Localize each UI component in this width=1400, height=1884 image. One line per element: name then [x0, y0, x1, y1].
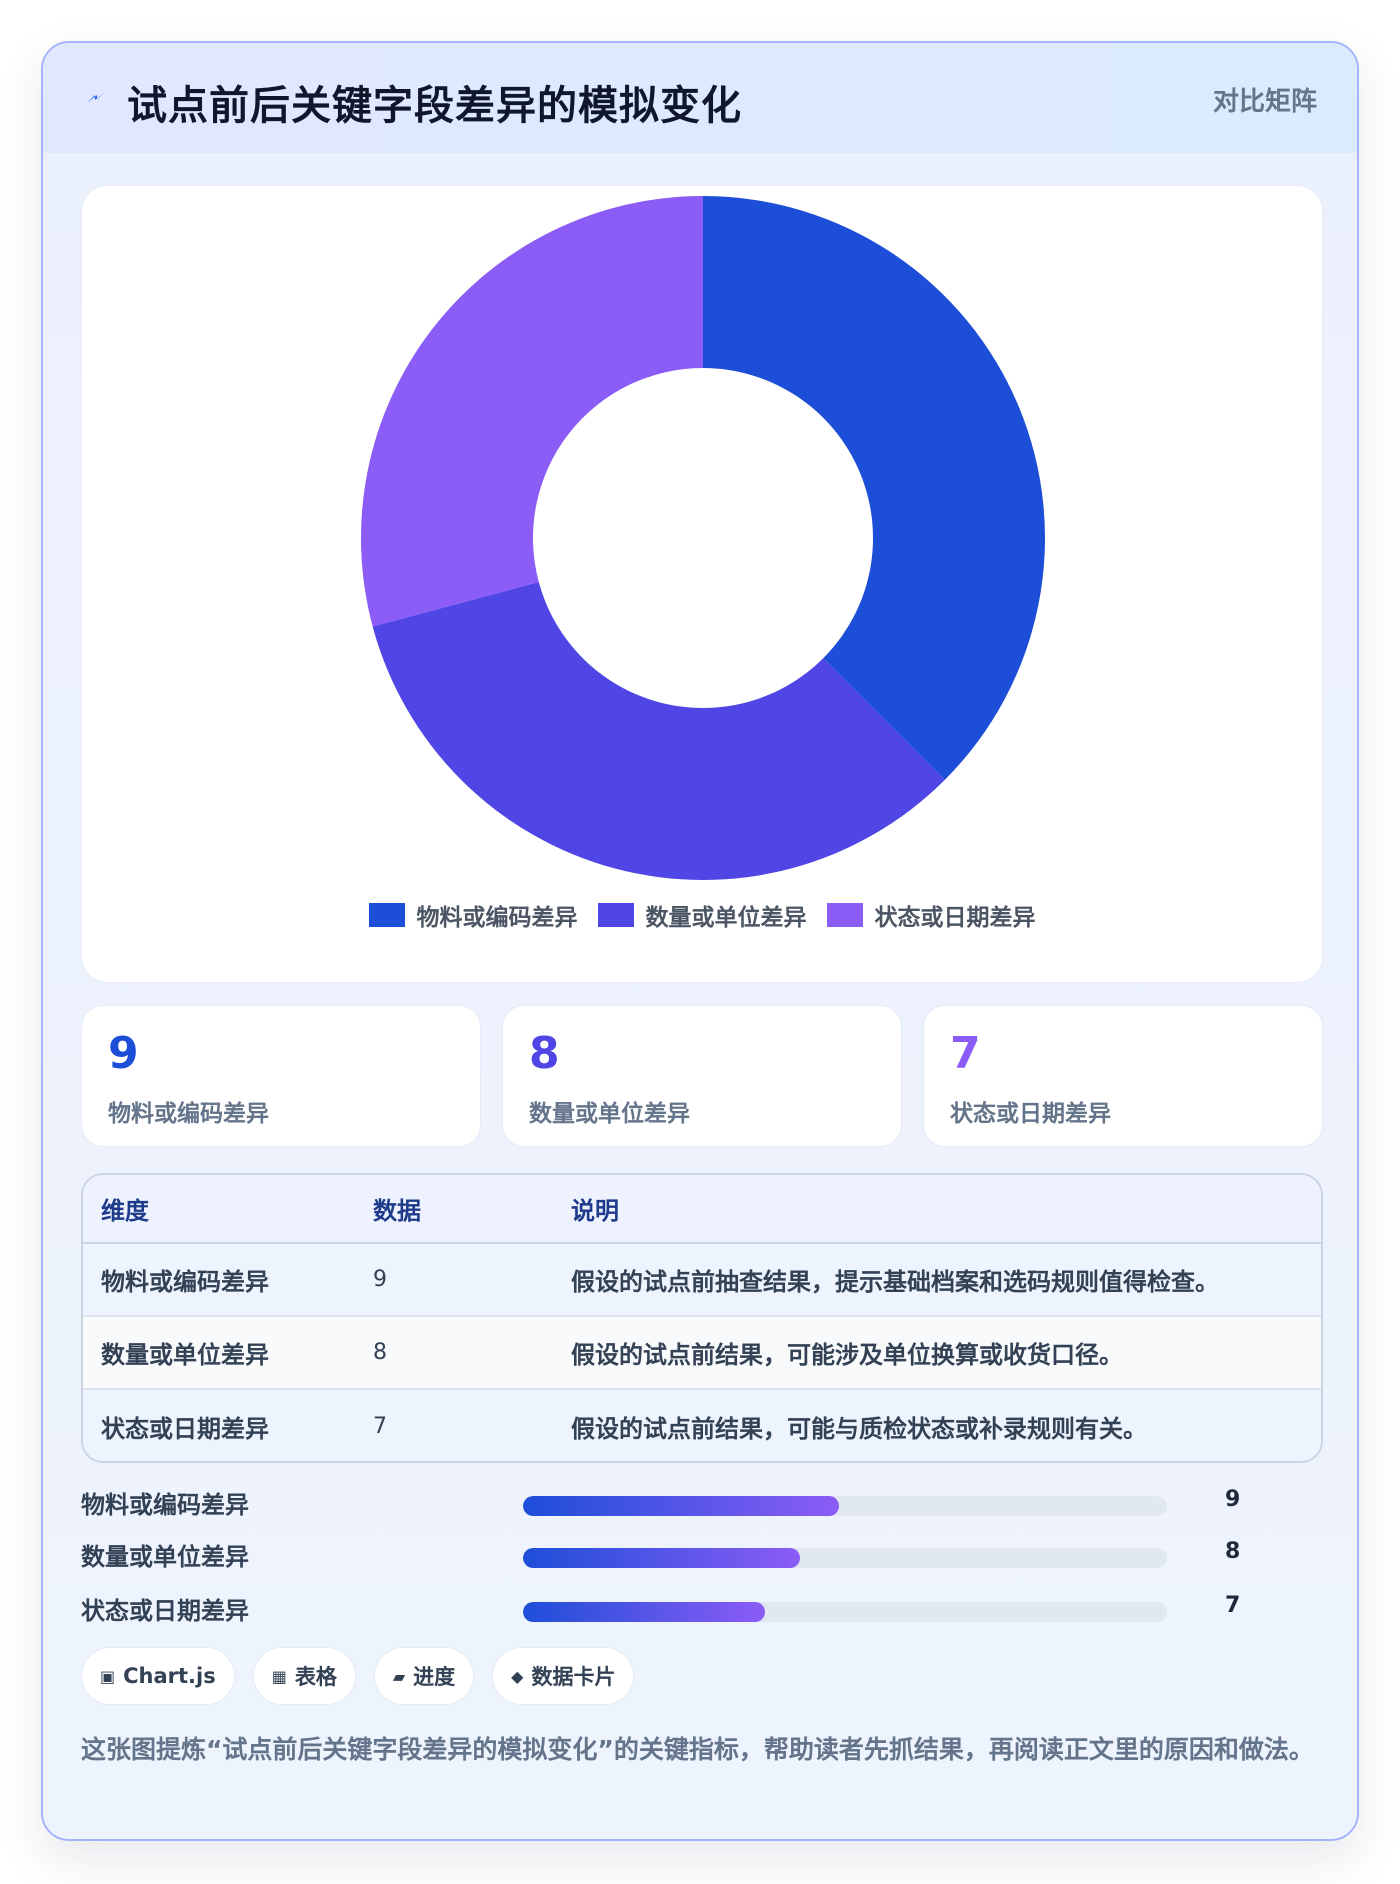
chip-table[interactable]: ▦ 表格: [252, 1647, 356, 1705]
card-header: 试点前后关键字段差异的模拟变化 对比矩阵: [43, 43, 1357, 153]
progress-track: [523, 1548, 1167, 1568]
chip-chartjs[interactable]: ▣ Chart.js: [81, 1647, 235, 1705]
cell-note: 假设的试点前抽查结果，提示基础档案和选码规则值得检查。: [553, 1243, 1321, 1317]
stat-cards: 9 物料或编码差异 8 数量或单位差异 7 状态或日期差异: [81, 1005, 1323, 1147]
table-row: 状态或日期差异 7 假设的试点前结果，可能与质检状态或补录规则有关。: [83, 1389, 1321, 1461]
cell-value: 9: [355, 1243, 553, 1317]
donut-slice[interactable]: [361, 196, 703, 627]
legend-label: 物料或编码差异: [416, 905, 578, 931]
cell-dimension: 物料或编码差异: [83, 1243, 355, 1317]
chart-icon: ▣: [100, 1666, 116, 1686]
stat-label: 物料或编码差异: [108, 1101, 269, 1127]
comparison-card: 试点前后关键字段差异的模拟变化 对比矩阵 物料或编码差异 数量或单位差异 状态或…: [41, 41, 1359, 1841]
column-header-note: 说明: [553, 1175, 1321, 1244]
progress-label: 数量或单位差异: [81, 1543, 249, 1571]
stat-label: 数量或单位差异: [529, 1101, 690, 1127]
progress-bars: 物料或编码差异 9 数量或单位差异 8 状态或日期差异 7: [81, 1483, 1323, 1653]
progress-value: 8: [1225, 1539, 1241, 1564]
chip-progress[interactable]: ▰ 进度: [373, 1647, 475, 1705]
diamond-icon: ◆: [511, 1666, 524, 1686]
header-tag: 对比矩阵: [1212, 87, 1317, 117]
stat-value: 7: [950, 1028, 981, 1079]
data-table: 维度 数据 说明 物料或编码差异 9 假设的试点前抽查结果，提示基础档案和选码规…: [81, 1173, 1323, 1463]
cell-value: 7: [355, 1389, 553, 1461]
donut-chart: [361, 196, 1045, 880]
chip-label: 数据卡片: [531, 1665, 616, 1689]
progress-row: 物料或编码差异 9: [81, 1483, 1323, 1523]
table-row: 数量或单位差异 8 假设的试点前结果，可能涉及单位换算或收货口径。: [83, 1316, 1321, 1390]
stat-card: 7 状态或日期差异: [923, 1005, 1323, 1147]
stat-card: 9 物料或编码差异: [81, 1005, 481, 1147]
legend-item[interactable]: 物料或编码差异: [368, 898, 578, 932]
chip-data-cards[interactable]: ◆ 数据卡片: [492, 1647, 635, 1705]
legend-item[interactable]: 状态或日期差异: [826, 898, 1036, 932]
table-icon: ▦: [271, 1666, 287, 1686]
progress-track: [523, 1602, 1167, 1622]
table-header-row: 维度 数据 说明: [83, 1175, 1321, 1244]
footnote: 这张图提炼“试点前后关键字段差异的模拟变化”的关键指标，帮助读者先抓结果，再阅读…: [81, 1735, 1314, 1764]
column-header-dimension: 维度: [83, 1175, 355, 1244]
progress-row: 数量或单位差异 8: [81, 1535, 1323, 1575]
legend-swatch: [826, 903, 863, 927]
legend-label: 数量或单位差异: [645, 905, 807, 931]
legend-item[interactable]: 数量或单位差异: [597, 898, 807, 932]
stat-value: 8: [529, 1028, 560, 1079]
progress-label: 物料或编码差异: [81, 1491, 249, 1519]
cell-dimension: 数量或单位差异: [83, 1316, 355, 1390]
stat-value: 9: [108, 1028, 139, 1079]
legend-swatch: [368, 903, 405, 927]
cell-dimension: 状态或日期差异: [83, 1389, 355, 1461]
cell-note: 假设的试点前结果，可能涉及单位换算或收货口径。: [553, 1316, 1321, 1390]
table-row: 物料或编码差异 9 假设的试点前抽查结果，提示基础档案和选码规则值得检查。: [83, 1243, 1321, 1317]
progress-row: 状态或日期差异 7: [81, 1589, 1323, 1629]
progress-value: 7: [1225, 1593, 1241, 1618]
chip-label: Chart.js: [123, 1664, 216, 1688]
cell-note: 假设的试点前结果，可能与质检状态或补录规则有关。: [553, 1389, 1321, 1461]
progress-value: 9: [1225, 1487, 1241, 1512]
legend-label: 状态或日期差异: [874, 905, 1036, 931]
donut-slice[interactable]: [372, 581, 945, 880]
tag-chips: ▣ Chart.js ▦ 表格 ▰ 进度 ◆ 数据卡片: [81, 1647, 635, 1705]
progress-fill: [523, 1602, 765, 1622]
legend-swatch: [597, 903, 634, 927]
donut-slice[interactable]: [703, 196, 1045, 780]
progress-label: 状态或日期差异: [81, 1597, 249, 1625]
lightning-icon: [87, 92, 105, 103]
cell-value: 8: [355, 1316, 553, 1390]
progress-icon: ▰: [392, 1666, 406, 1686]
chip-label: 进度: [413, 1665, 456, 1689]
chip-label: 表格: [294, 1665, 337, 1689]
page-title: 试点前后关键字段差异的模拟变化: [127, 83, 742, 129]
stat-label: 状态或日期差异: [950, 1101, 1111, 1127]
chart-panel: 物料或编码差异 数量或单位差异 状态或日期差异: [81, 185, 1323, 983]
column-header-data: 数据: [355, 1175, 553, 1244]
progress-track: [523, 1496, 1167, 1516]
chart-legend: 物料或编码差异 数量或单位差异 状态或日期差异: [82, 898, 1322, 932]
stat-card: 8 数量或单位差异: [502, 1005, 902, 1147]
progress-fill: [523, 1496, 839, 1516]
progress-fill: [523, 1548, 800, 1568]
